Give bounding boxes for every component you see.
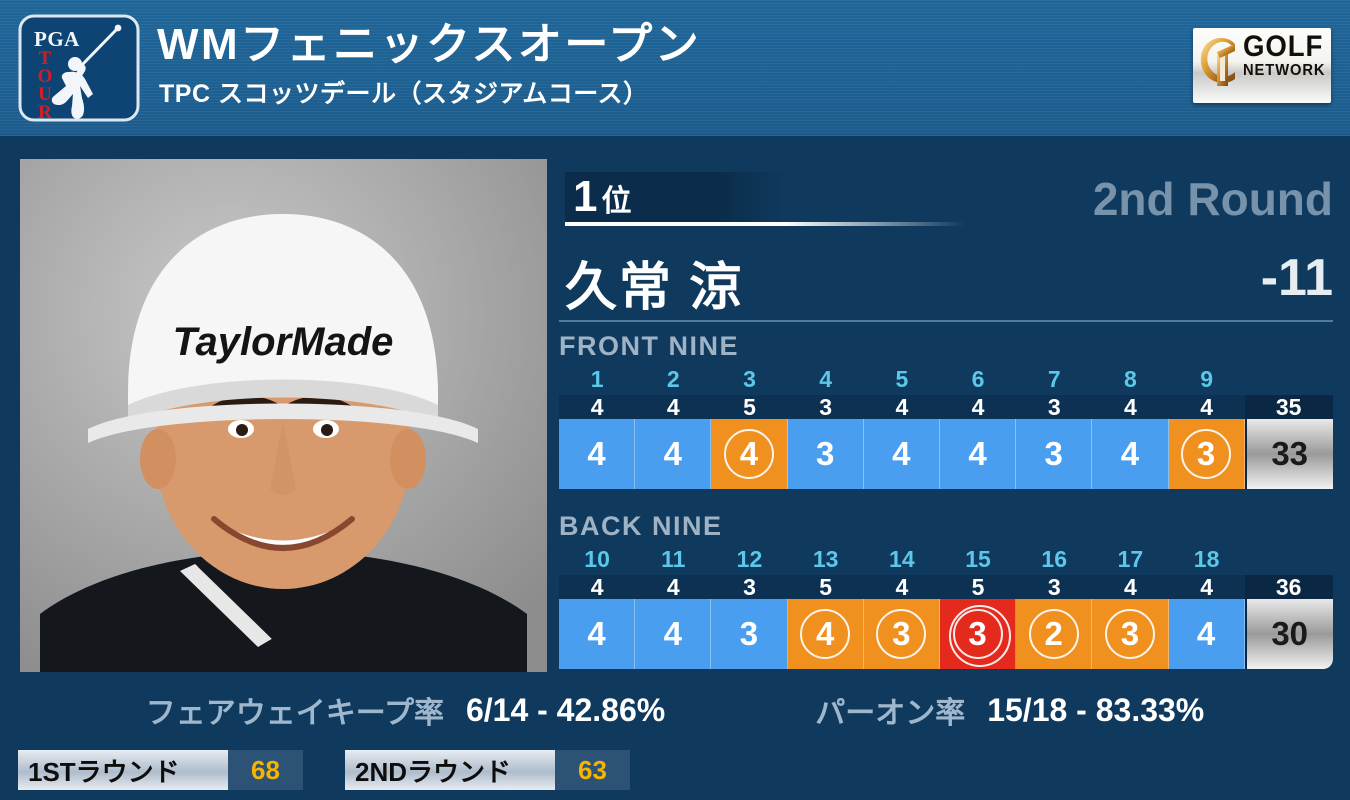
- svg-text:TaylorMade: TaylorMade: [173, 320, 394, 364]
- svg-text:R: R: [38, 102, 52, 122]
